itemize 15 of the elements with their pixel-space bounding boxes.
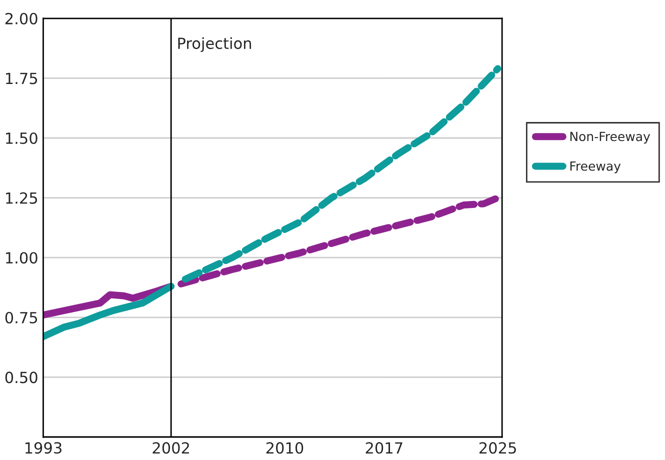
x-tick-label: 1993 [25, 442, 62, 454]
x-tick-label: 2017 [366, 442, 402, 454]
y-tick-label: 1.50 [6, 132, 38, 144]
y-tick-label: 1.25 [6, 192, 38, 204]
x-tick-label: 2010 [266, 442, 304, 454]
y-tick-label: 1.00 [6, 252, 38, 264]
y-tick-label: 2.00 [5, 12, 38, 24]
x-tick-label: 2025 [479, 442, 516, 454]
legend-label: Freeway [570, 161, 621, 174]
y-tick-label: 0.75 [5, 312, 38, 324]
x-tick-label: 2002 [152, 442, 189, 454]
y-tick-label: 1.75 [6, 72, 38, 84]
ref-line-label: Projection [178, 37, 252, 52]
legend-label: Non-Freeway [570, 132, 650, 144]
y-tick-label: 0.50 [5, 372, 38, 384]
